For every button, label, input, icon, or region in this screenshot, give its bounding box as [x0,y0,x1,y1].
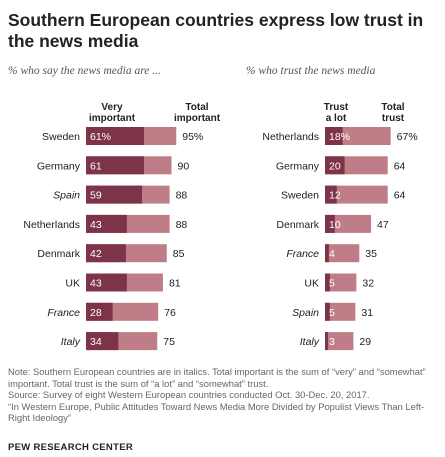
category-label-importance: Italy [61,336,81,348]
header-importance-inner: important [89,113,136,124]
value-label-trust-total: 64 [394,160,406,172]
bar-importance-inner [86,214,127,233]
category-label-importance: Sweden [42,131,80,143]
header-trust-inner: a lot [326,113,347,124]
category-label-trust: Spain [292,307,319,319]
note-text: Note: Southern European countries are in… [8,366,426,389]
value-label-importance-total: 90 [178,160,190,172]
value-label-importance-total: 85 [173,248,185,260]
value-label-trust-total: 64 [394,190,406,202]
category-label-trust: Denmark [276,219,319,231]
bar-importance-inner [86,156,144,175]
bar-trust-inner [325,332,328,351]
category-label-importance: Netherlands [23,219,80,231]
value-label-importance-inner: 34 [90,336,102,348]
value-label-trust-total: 31 [361,307,373,319]
category-label-trust: UK [304,278,319,290]
category-label-trust: France [286,248,319,260]
chart-title: Southern European countries express low … [8,10,424,51]
left-panel-subtitle: % who say the news media are ... [8,65,161,77]
value-label-importance-inner: 43 [90,219,102,231]
value-label-importance-inner: 42 [90,248,102,260]
bar-trust-inner [325,185,337,204]
bar-trust-inner [325,302,330,321]
value-label-trust-inner: 20 [329,160,341,172]
bar-importance-inner [86,185,143,204]
category-label-importance: France [47,307,80,319]
value-label-trust-total: 67% [397,131,418,143]
value-label-trust-inner: 5 [329,278,335,290]
source-organization: PEW RESEARCH CENTER [8,442,133,453]
header-importance-total: important [174,113,221,124]
bar-importance-inner [86,127,144,145]
bar-trust-total [325,244,360,263]
header-importance-inner: Very [101,102,123,113]
bar-trust-inner [325,273,330,292]
value-label-importance-total: 81 [169,278,181,290]
value-label-importance-inner: 61 [90,160,102,172]
category-label-trust: Germany [276,160,320,172]
bar-trust-inner [325,244,329,263]
bar-trust-inner [325,127,343,145]
value-label-trust-inner: 5 [329,307,335,319]
value-label-trust-total: 47 [377,219,389,231]
value-label-trust-inner: 12 [329,190,341,202]
value-label-trust-total: 32 [362,278,374,290]
bar-importance-inner [86,332,119,351]
category-label-importance: Denmark [37,248,80,260]
bar-trust-total [325,185,388,204]
bar-importance-inner [86,302,113,321]
value-label-importance-total: 95% [182,131,203,143]
report-title-text: “In Western Europe, Public Attitudes Tow… [8,400,425,424]
value-label-importance-total: 88 [176,190,188,202]
bar-trust-total [325,273,357,292]
value-label-importance-total: 76 [164,307,176,319]
chart-notes: Note: Southern European countries are in… [8,366,438,424]
right-panel-subtitle: % who trust the news media [246,65,376,77]
bar-importance-inner [86,273,127,292]
category-label-trust: Sweden [281,190,319,202]
value-label-trust-inner: 4 [329,248,335,260]
bar-trust-total [325,214,372,233]
value-label-importance-inner: 59 [90,190,102,202]
category-label-importance: Spain [53,190,80,202]
value-label-trust-inner: 3 [329,336,335,348]
bar-trust-total [325,332,354,351]
bar-trust-total [325,302,356,321]
value-label-importance-inner: 61% [90,131,111,143]
header-importance-total: Total [185,102,208,113]
value-label-importance-inner: 43 [90,278,102,290]
value-label-trust-total: 35 [365,248,377,260]
value-label-importance-total: 75 [163,336,175,348]
source-text: Source: Survey of eight Western European… [8,389,370,401]
category-label-trust: Italy [300,336,320,348]
bar-importance-inner [86,244,126,263]
header-trust-inner: Trust [324,102,349,113]
category-label-importance: Germany [37,160,81,172]
category-label-trust: Netherlands [262,131,319,143]
value-label-importance-total: 88 [176,219,188,231]
value-label-trust-total: 29 [359,336,371,348]
value-label-importance-inner: 28 [90,307,102,319]
header-trust-total: Total [381,102,404,113]
bar-trust-inner [325,214,335,233]
category-label-importance: UK [65,278,80,290]
value-label-trust-inner: 18% [329,131,350,143]
header-trust-total: trust [382,113,405,124]
value-label-trust-inner: 10 [329,219,341,231]
bar-trust-inner [325,156,345,175]
